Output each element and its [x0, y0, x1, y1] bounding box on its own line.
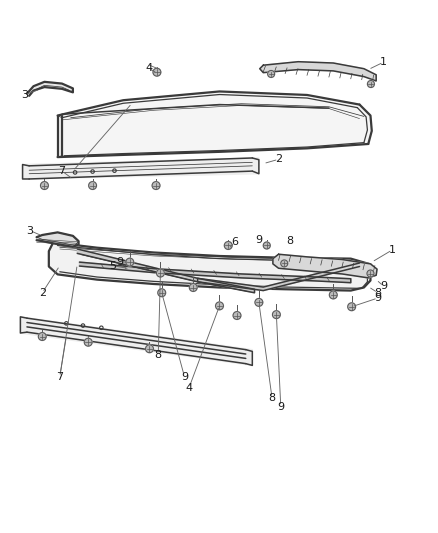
- Text: 9: 9: [379, 281, 386, 291]
- Text: 3: 3: [26, 225, 33, 236]
- Text: 1: 1: [379, 57, 386, 67]
- Text: 9: 9: [276, 401, 284, 411]
- Text: 7: 7: [56, 372, 63, 382]
- Polygon shape: [79, 262, 350, 282]
- Polygon shape: [197, 263, 359, 290]
- Circle shape: [224, 241, 232, 249]
- Circle shape: [328, 291, 336, 299]
- Text: 8: 8: [154, 350, 162, 360]
- Circle shape: [84, 338, 92, 346]
- Text: 6: 6: [231, 237, 238, 247]
- Polygon shape: [27, 82, 73, 96]
- Circle shape: [347, 303, 355, 311]
- Text: 8: 8: [374, 288, 381, 298]
- Polygon shape: [77, 249, 254, 293]
- Circle shape: [157, 289, 165, 297]
- Polygon shape: [36, 232, 78, 247]
- Polygon shape: [272, 254, 376, 278]
- Text: 1: 1: [388, 245, 395, 255]
- Text: 8: 8: [285, 236, 293, 246]
- Polygon shape: [259, 62, 375, 81]
- Text: 7: 7: [58, 166, 65, 176]
- Circle shape: [366, 270, 373, 277]
- Polygon shape: [49, 243, 370, 290]
- Circle shape: [267, 70, 274, 77]
- Circle shape: [152, 68, 160, 76]
- Text: 3: 3: [21, 90, 28, 100]
- Text: 5: 5: [109, 261, 116, 271]
- Circle shape: [272, 311, 280, 319]
- Circle shape: [145, 345, 153, 353]
- Polygon shape: [20, 317, 252, 366]
- Polygon shape: [57, 92, 371, 157]
- Text: 9: 9: [116, 257, 123, 267]
- Circle shape: [233, 312, 240, 319]
- Circle shape: [263, 242, 270, 249]
- Text: 8: 8: [268, 393, 275, 403]
- Text: 4: 4: [185, 383, 192, 393]
- Text: 9: 9: [374, 293, 381, 303]
- Circle shape: [40, 182, 48, 189]
- Text: 9: 9: [180, 372, 187, 382]
- Circle shape: [126, 258, 134, 266]
- Circle shape: [156, 269, 164, 277]
- Text: 2: 2: [274, 154, 282, 164]
- Circle shape: [254, 298, 262, 306]
- Circle shape: [88, 182, 96, 189]
- Circle shape: [189, 284, 197, 292]
- Text: 4: 4: [145, 63, 152, 73]
- Circle shape: [280, 260, 287, 267]
- Polygon shape: [22, 158, 258, 179]
- Circle shape: [367, 80, 374, 87]
- Circle shape: [215, 302, 223, 310]
- Circle shape: [152, 182, 159, 189]
- Text: 2: 2: [39, 288, 46, 298]
- Text: 9: 9: [255, 235, 262, 245]
- Circle shape: [38, 333, 46, 341]
